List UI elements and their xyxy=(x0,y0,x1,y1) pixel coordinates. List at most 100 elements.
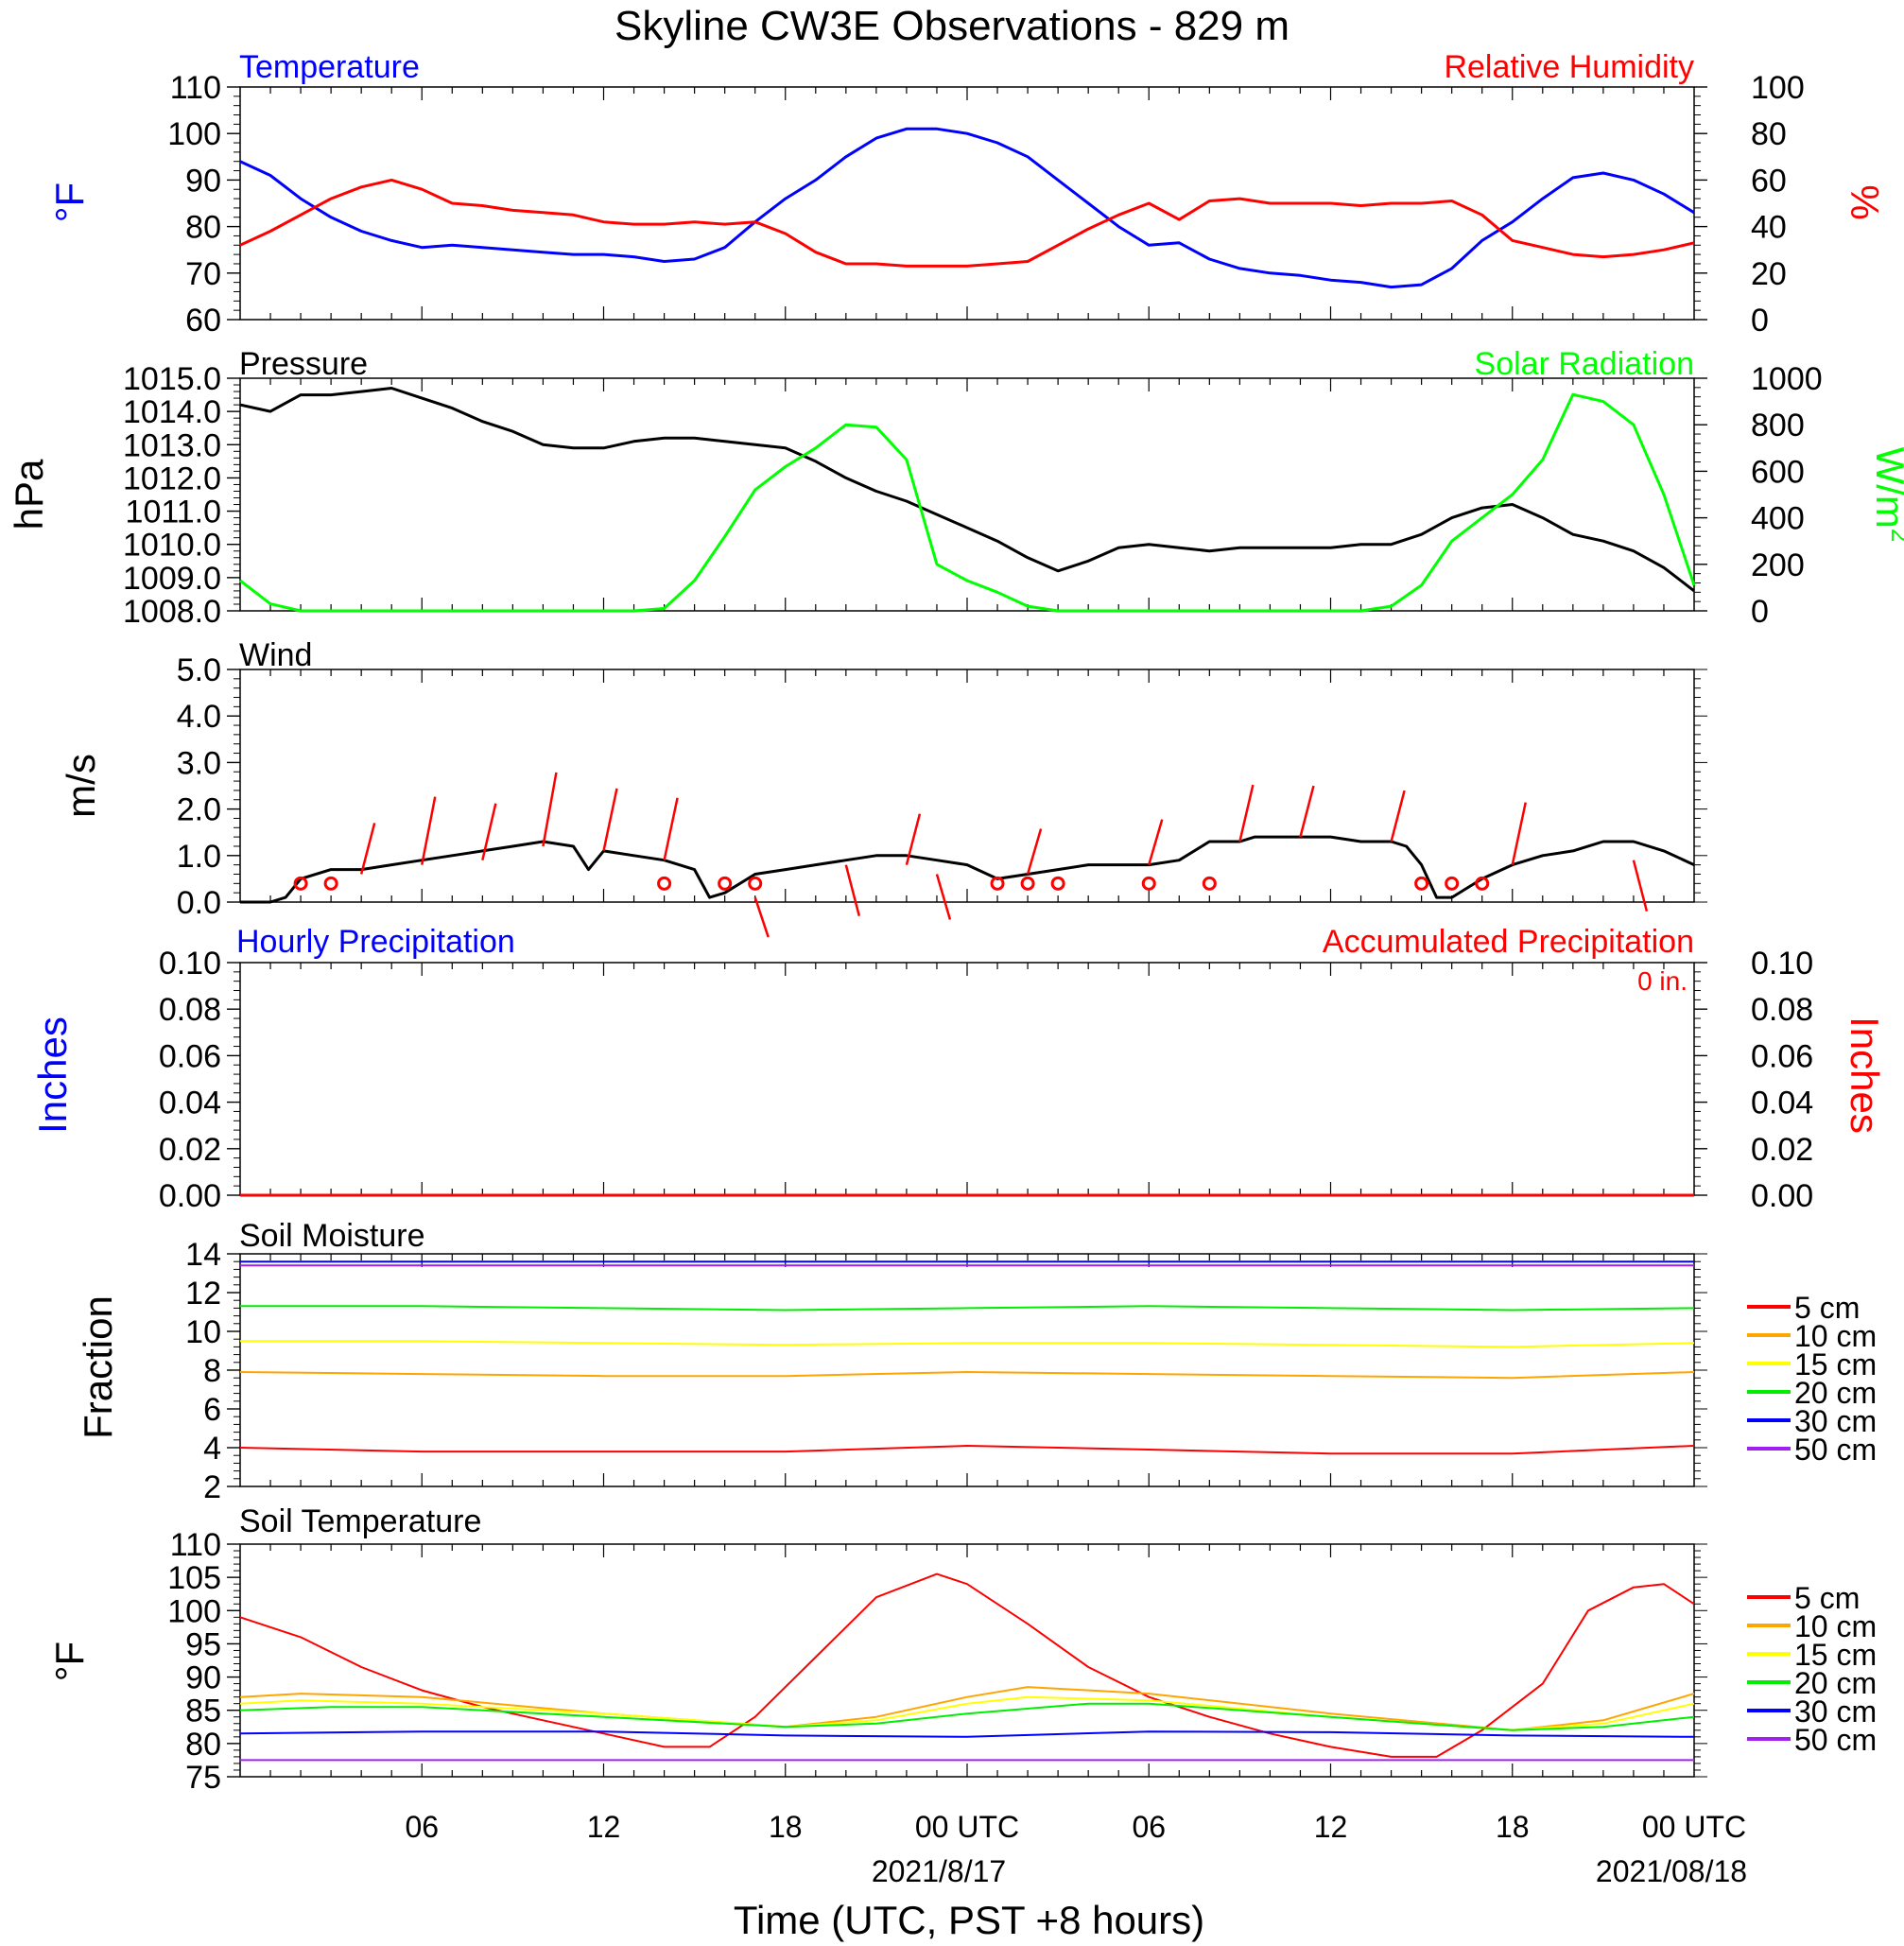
y-tick-label-left: 1014.0 xyxy=(123,394,221,430)
temperature-title: Temperature xyxy=(239,49,420,85)
y-tick-label-left: 3.0 xyxy=(177,745,221,781)
y-tick-label-left: 80 xyxy=(185,210,221,246)
calm-wind-marker xyxy=(293,876,308,891)
y-tick-label-right: 20 xyxy=(1751,256,1787,292)
y-tick-label-right: 0.08 xyxy=(1751,992,1813,1028)
plot-area: 607080901001100204060801001008.01009.010… xyxy=(123,70,1877,1844)
y-tick-label-left: 75 xyxy=(185,1760,221,1796)
y-tick-label-left: 0.10 xyxy=(159,946,221,982)
y-tick-label-right: 0.02 xyxy=(1751,1132,1813,1168)
series-line-2 xyxy=(240,1340,1695,1348)
calm-wind-marker xyxy=(990,876,1005,891)
series-line-4 xyxy=(239,1730,1695,1738)
x-axis-title: Time (UTC, PST +8 hours) xyxy=(734,1898,1204,1942)
solar-radiation-ylabel-unit: W/m xyxy=(1868,447,1904,529)
y-tick-label-left: 4 xyxy=(203,1431,221,1467)
hourly-precipitation-title: Hourly Precipitation xyxy=(236,924,515,960)
calm-wind-marker xyxy=(323,876,338,891)
relative-humidity-title: Relative Humidity xyxy=(1444,49,1694,85)
y-tick-label-right: 400 xyxy=(1751,501,1805,537)
calm-wind-marker xyxy=(1414,876,1429,891)
y-tick-label-left: 0.04 xyxy=(159,1086,221,1121)
y-tick-label-left: 100 xyxy=(167,116,221,152)
x-tick-label: 12 xyxy=(1314,1810,1348,1844)
y-tick-label-left: 4.0 xyxy=(177,699,221,735)
y-tick-label-right: 80 xyxy=(1751,116,1787,152)
y-tick-label-left: 2.0 xyxy=(177,792,221,828)
wind-barb xyxy=(844,864,861,916)
temperature-ylabel: °F xyxy=(47,182,92,222)
y-tick-label-right: 100 xyxy=(1751,70,1805,106)
y-tick-label-left: 14 xyxy=(185,1237,221,1273)
y-tick-label-left: 70 xyxy=(185,256,221,292)
y-tick-label-left: 1008.0 xyxy=(123,594,221,630)
legend-label: 5 cm xyxy=(1794,1291,1860,1325)
y-tick-label-left: 0.08 xyxy=(159,992,221,1028)
panel-frame xyxy=(239,1543,1695,1778)
series-line-1 xyxy=(239,1371,1695,1380)
series-line-0 xyxy=(239,1572,1695,1758)
wind-barb xyxy=(1148,819,1164,865)
panel-frame xyxy=(239,962,1695,1196)
legend-label: 30 cm xyxy=(1794,1694,1877,1729)
x-date-label-2: 2021/08/18 xyxy=(1596,1854,1747,1888)
soil-temperature-title: Soil Temperature xyxy=(239,1503,481,1539)
y-tick-label-left: 100 xyxy=(167,1593,221,1629)
series-line-0 xyxy=(239,387,1695,593)
pressure-ylabel: hPa xyxy=(7,459,51,530)
y-tick-label-left: 6 xyxy=(203,1392,221,1428)
legend-label: 50 cm xyxy=(1794,1433,1877,1467)
x-tick-label: 12 xyxy=(587,1810,621,1844)
soil-temperature-ylabel: °F xyxy=(47,1642,92,1681)
calm-wind-marker xyxy=(1475,876,1490,891)
relative-humidity-ylabel: % xyxy=(1843,184,1887,219)
solar-radiation-ylabel-superscript: 2 xyxy=(1886,529,1904,542)
panel-frame xyxy=(239,669,1695,903)
y-tick-label-right: 800 xyxy=(1751,408,1805,443)
y-tick-label-right: 0.10 xyxy=(1751,946,1813,982)
y-tick-label-left: 1011.0 xyxy=(126,495,221,530)
y-tick-label-left: 0.06 xyxy=(159,1038,221,1074)
wind-barb xyxy=(421,796,437,865)
calm-wind-marker xyxy=(748,876,763,891)
legend-label: 20 cm xyxy=(1794,1376,1877,1410)
wind-title: Wind xyxy=(239,637,312,673)
panel-frame xyxy=(239,377,1695,612)
y-tick-label-right: 40 xyxy=(1751,210,1787,246)
series-line-0 xyxy=(239,127,1695,289)
wind-barb xyxy=(1026,828,1043,875)
series-line-1 xyxy=(239,178,1695,268)
x-tick-label: 00 UTC xyxy=(915,1810,1019,1844)
y-tick-label-right: 200 xyxy=(1751,547,1805,583)
wind-ylabel: m/s xyxy=(59,754,103,818)
x-tick-label: 18 xyxy=(769,1810,803,1844)
wind-barb xyxy=(602,788,618,852)
legend-label: 10 cm xyxy=(1794,1609,1877,1643)
y-tick-label-left: 60 xyxy=(185,303,221,339)
calm-wind-marker xyxy=(657,876,672,891)
wind-barb xyxy=(359,823,376,875)
x-tick-label: 06 xyxy=(405,1810,439,1844)
y-tick-label-left: 80 xyxy=(185,1727,221,1763)
y-tick-label-left: 110 xyxy=(170,1527,221,1563)
wind-barb xyxy=(935,874,952,920)
series-line-3 xyxy=(240,1305,1695,1312)
y-tick-label-right: 0 xyxy=(1751,594,1769,630)
panel-precip: 0.00 0.02 0.04 0.06 0.08 0.10 0.00 0.02 0.04 0.06… xyxy=(159,946,1813,1214)
pressure-title: Pressure xyxy=(239,346,368,382)
calm-wind-marker xyxy=(1020,876,1035,891)
hourly-precipitation-ylabel: Inches xyxy=(30,1016,75,1134)
y-tick-label-left: 0.02 xyxy=(159,1132,221,1168)
wind-barb xyxy=(753,896,770,938)
calm-wind-marker xyxy=(1141,876,1156,891)
y-tick-label-left: 110 xyxy=(170,70,221,106)
x-tick-label: 00 UTC xyxy=(1642,1810,1746,1844)
soil-moisture-ylabel: Fraction xyxy=(76,1295,120,1439)
y-tick-label-left: 1009.0 xyxy=(123,561,221,597)
y-tick-label-right: 600 xyxy=(1751,454,1805,490)
y-tick-label-left: 90 xyxy=(185,1660,221,1696)
series-line-3 xyxy=(239,1702,1695,1731)
solar-radiation-title: Solar Radiation xyxy=(1475,346,1694,382)
y-tick-label-left: 105 xyxy=(167,1560,221,1596)
